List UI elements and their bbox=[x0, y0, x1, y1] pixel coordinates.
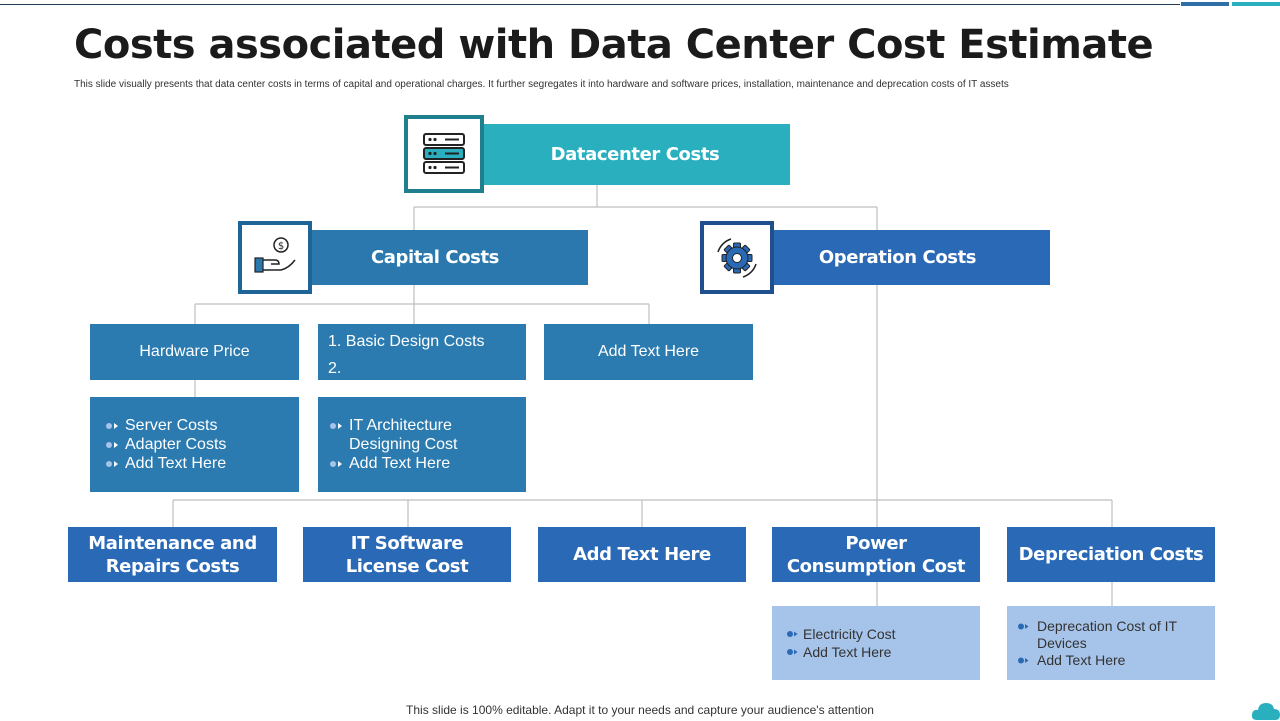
datacenter-costs-box: Datacenter Costs bbox=[450, 124, 790, 185]
hand-money-icon: $ bbox=[254, 236, 296, 273]
bullet-arrow-icon bbox=[105, 454, 121, 478]
maintenance-repairs-label: Maintenance and Repairs Costs bbox=[88, 532, 257, 577]
capital-add-text-box: Add Text Here bbox=[544, 324, 753, 380]
depreciation-costs-box: Depreciation Costs bbox=[1007, 527, 1215, 582]
capital-costs-label: Capital Costs bbox=[370, 247, 499, 268]
top-rule bbox=[0, 4, 1180, 5]
hardware-details-list: Server Costs Adapter Costs Add Text Here bbox=[105, 416, 226, 473]
server-rack-icon bbox=[423, 133, 465, 174]
list-item: Server Costs bbox=[105, 416, 226, 435]
bullet-arrow-icon bbox=[329, 416, 345, 440]
depreciation-details-list: Deprecation Cost of IT Devices Add Text … bbox=[1017, 618, 1177, 669]
capital-add-text-label: Add Text Here bbox=[597, 343, 700, 360]
operation-icon-frame bbox=[700, 221, 774, 294]
bottom-add-text-label: Add Text Here bbox=[573, 544, 711, 565]
list-item: Deprecation Cost of IT Devices bbox=[1017, 618, 1177, 652]
design-costs-box: 1. Basic Design Costs 2. Installation,/E… bbox=[318, 324, 526, 404]
bullet-arrow-icon bbox=[786, 625, 800, 647]
list-item: Adapter Costs bbox=[105, 435, 226, 454]
datacenter-icon-frame bbox=[404, 115, 484, 193]
list-item: Add Text Here bbox=[329, 454, 489, 473]
hardware-price-label: Hardware Price bbox=[139, 343, 250, 360]
bullet-arrow-icon bbox=[105, 416, 121, 440]
list-item: Add Text Here bbox=[105, 454, 226, 473]
cloud-icon bbox=[1251, 703, 1280, 720]
software-license-box: IT Software License Cost bbox=[303, 527, 511, 582]
bullet-arrow-icon bbox=[329, 454, 345, 478]
list-item: Add Text Here bbox=[1017, 652, 1177, 669]
datacenter-costs-label: Datacenter Costs bbox=[550, 144, 720, 165]
page-subtitle: This slide visually presents that data c… bbox=[74, 79, 1009, 90]
capital-costs-box: Capital Costs bbox=[282, 230, 588, 285]
power-details-box: Electricity Cost Add Text Here bbox=[772, 606, 980, 680]
hardware-details-box: Server Costs Adapter Costs Add Text Here bbox=[90, 397, 299, 492]
list-item: IT Architecture Designing Cost bbox=[329, 416, 489, 454]
bullet-arrow-icon bbox=[105, 435, 121, 459]
footer-note: This slide is 100% editable. Adapt it to… bbox=[406, 703, 874, 717]
power-consumption-box: Power Consumption Cost bbox=[772, 527, 980, 582]
maintenance-repairs-box: Maintenance and Repairs Costs bbox=[68, 527, 277, 582]
accent-bar-blue bbox=[1181, 2, 1229, 6]
software-license-label: IT Software License Cost bbox=[345, 532, 469, 577]
bottom-add-text-box: Add Text Here bbox=[538, 527, 746, 582]
capital-icon-frame: $ bbox=[238, 221, 312, 294]
hardware-price-box: Hardware Price bbox=[90, 324, 299, 380]
depreciation-costs-label: Depreciation Costs bbox=[1018, 544, 1204, 565]
gear-icon bbox=[717, 237, 757, 278]
depreciation-details-box: Deprecation Cost of IT Devices Add Text … bbox=[1007, 606, 1215, 680]
design-details-box: IT Architecture Designing Cost Add Text … bbox=[318, 397, 526, 492]
design-costs-item: 1. Basic Design Costs bbox=[328, 333, 485, 350]
power-details-list: Electricity Cost Add Text Here bbox=[786, 625, 896, 661]
bullet-arrow-icon bbox=[786, 643, 800, 665]
list-item: Electricity Cost bbox=[786, 625, 896, 643]
bullet-arrow-icon bbox=[1017, 618, 1031, 639]
design-details-list: IT Architecture Designing Cost Add Text … bbox=[329, 416, 489, 473]
bullet-arrow-icon bbox=[1017, 652, 1031, 673]
list-item: Add Text Here bbox=[786, 643, 896, 661]
svg-text:$: $ bbox=[278, 241, 284, 252]
operation-costs-box: Operation Costs bbox=[745, 230, 1050, 285]
operation-costs-label: Operation Costs bbox=[818, 247, 977, 268]
accent-bar-teal bbox=[1232, 2, 1280, 6]
page-title: Costs associated with Data Center Cost E… bbox=[74, 22, 1154, 68]
power-consumption-label: Power Consumption Cost bbox=[786, 532, 966, 577]
